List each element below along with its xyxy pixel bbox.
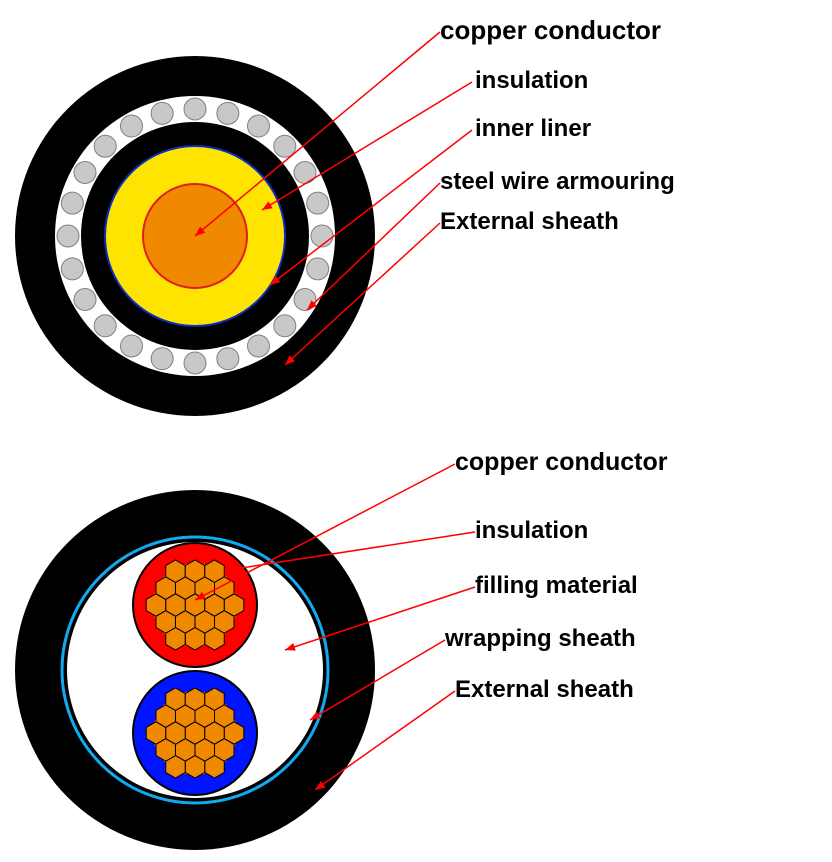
d1-armour-wire — [151, 348, 173, 370]
d1-label-0: copper conductor — [440, 15, 661, 46]
d2-label-4: External sheath — [455, 676, 634, 704]
d2-label-3: wrapping sheath — [445, 625, 636, 653]
d1-armour-wire — [248, 115, 270, 137]
d1-armour-wire — [94, 315, 116, 337]
strand — [205, 628, 224, 650]
d1-label-3: steel wire armouring — [440, 168, 675, 196]
strand — [166, 560, 185, 582]
d1-armour-wire — [151, 102, 173, 124]
d1-armour-wire — [294, 162, 316, 184]
strand — [185, 688, 204, 710]
d1-armour-wire — [311, 225, 333, 247]
d1-armour-wire — [217, 102, 239, 124]
d2-label-1: insulation — [475, 517, 588, 545]
d1-armour-wire — [184, 98, 206, 120]
strand — [166, 688, 185, 710]
d2-label-0: copper conductor — [455, 448, 668, 477]
cable-diagrams: copper conductor insulation inner liner ste… — [0, 0, 832, 862]
d1-armour-wire — [74, 162, 96, 184]
strand — [185, 628, 204, 650]
strand — [205, 756, 224, 778]
strand — [185, 756, 204, 778]
d1-armour-wire — [94, 135, 116, 157]
d1-label-1: insulation — [475, 67, 588, 95]
d1-armour-wire — [74, 289, 96, 311]
d1-armour-wire — [274, 315, 296, 337]
d1-armour-wire — [57, 225, 79, 247]
d1-armour-wire — [61, 192, 83, 214]
d1-armour-wire — [217, 348, 239, 370]
d1-armour-wire — [61, 258, 83, 280]
d2-label-2: filling material — [475, 572, 638, 600]
d1-armour-wire — [184, 352, 206, 374]
strand — [215, 705, 234, 727]
d1-label-2: inner liner — [475, 115, 591, 143]
d1-armour-wire — [121, 115, 143, 137]
d1-armour-wire — [248, 335, 270, 357]
d1-armour-wire — [307, 258, 329, 280]
d1-armour-wire — [307, 192, 329, 214]
d1-label-4: External sheath — [440, 208, 619, 236]
d1-armour-wire — [121, 335, 143, 357]
diagram-svg — [0, 0, 832, 862]
strand — [185, 560, 204, 582]
